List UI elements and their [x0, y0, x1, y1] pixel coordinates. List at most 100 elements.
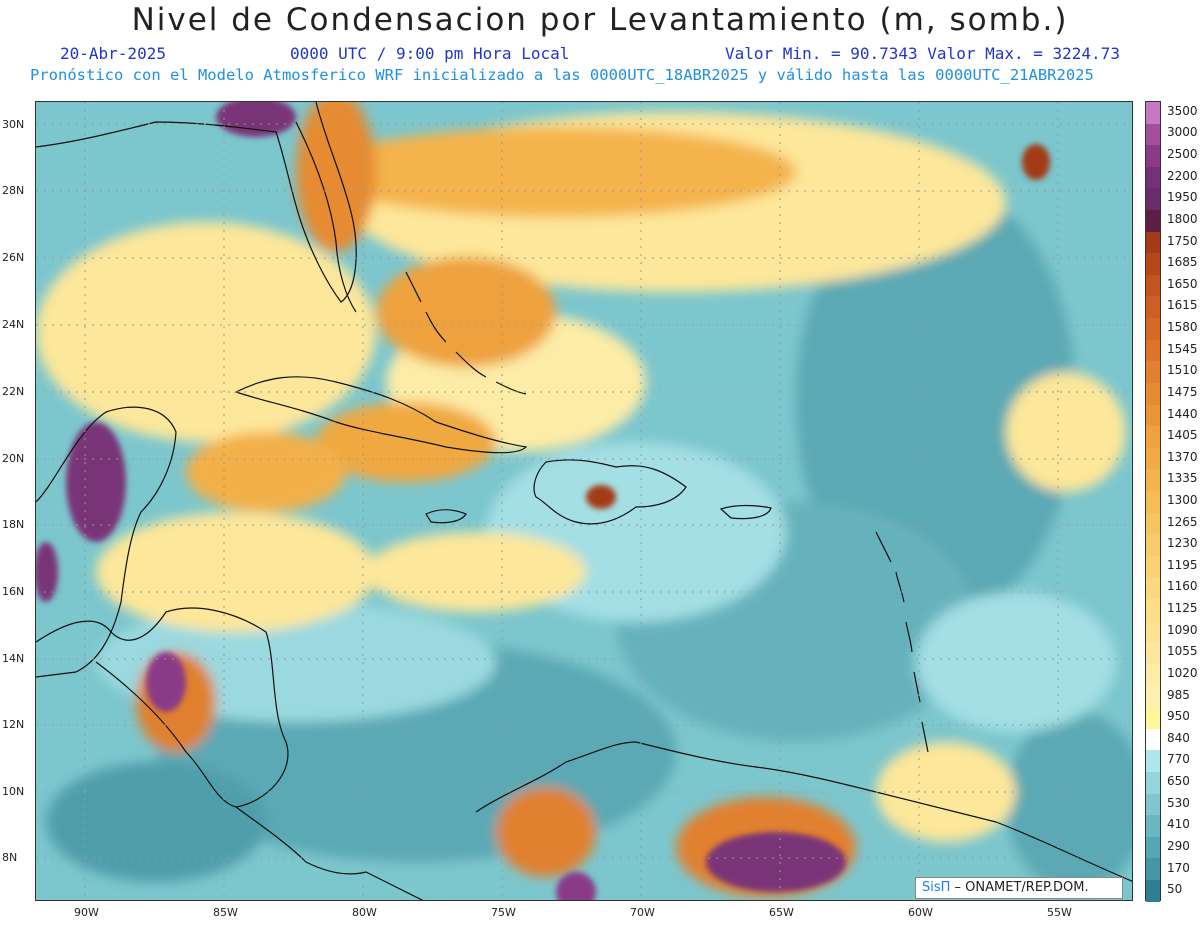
legend-label: 1510: [1167, 363, 1198, 378]
lon-label: 80W: [352, 906, 377, 919]
legend-swatch: [1146, 793, 1160, 816]
forecast-time: 0000 UTC / 9:00 pm Hora Local: [290, 44, 570, 63]
legend-swatch: [1146, 728, 1160, 751]
lat-label: 20N: [2, 452, 25, 465]
legend-swatch: [1146, 166, 1160, 189]
legend-label: 1615: [1167, 298, 1198, 313]
legend-label: 290: [1167, 838, 1190, 853]
lon-label: 90W: [74, 906, 99, 919]
legend-label: 985: [1167, 687, 1190, 702]
legend-label: 1230: [1167, 536, 1198, 551]
legend-swatch: [1146, 426, 1160, 448]
legend-swatch: [1146, 685, 1160, 708]
legend-label: 2200: [1167, 168, 1198, 183]
legend-swatch: [1146, 188, 1160, 211]
legend-label: 1950: [1167, 190, 1198, 205]
legend-swatch: [1146, 555, 1160, 578]
lon-label: 65W: [769, 906, 794, 919]
legend-label: 1125: [1167, 601, 1198, 616]
legend-label: 1685: [1167, 255, 1198, 270]
lat-label: 12N: [2, 718, 25, 731]
legend-label: 170: [1167, 860, 1190, 875]
legend-swatch: [1146, 231, 1160, 254]
legend-swatch: [1146, 274, 1160, 297]
legend-label: 530: [1167, 795, 1190, 810]
legend-label: 410: [1167, 817, 1190, 832]
legend-label: 650: [1167, 774, 1190, 789]
lat-label: 18N: [2, 518, 25, 531]
credit-text: – ONAMET/REP.DOM.: [950, 880, 1089, 895]
legend-label: 3500: [1167, 103, 1198, 118]
legend-swatch: [1146, 102, 1160, 124]
map-graphic: [36, 102, 1132, 900]
legend-swatch: [1146, 339, 1160, 362]
lat-label: 28N: [2, 184, 25, 197]
legend-label: 1545: [1167, 341, 1198, 356]
legend-swatch: [1146, 490, 1160, 513]
lat-label: 22N: [2, 385, 25, 398]
lat-label: 16N: [2, 585, 25, 598]
legend-swatch: [1146, 512, 1160, 535]
legend-label: 1475: [1167, 384, 1198, 399]
legend-swatch: [1146, 879, 1160, 902]
legend-label: 3000: [1167, 125, 1198, 140]
legend-swatch: [1146, 145, 1160, 167]
lon-label: 70W: [630, 906, 655, 919]
legend-label: 2500: [1167, 147, 1198, 162]
lat-label: 30N: [2, 118, 25, 131]
lon-label: 75W: [491, 906, 516, 919]
lon-label: 55W: [1047, 906, 1072, 919]
legend-swatch: [1146, 447, 1160, 470]
lon-label: 60W: [908, 906, 933, 919]
legend-swatch: [1146, 210, 1160, 232]
legend-swatch: [1146, 534, 1160, 556]
legend-swatch: [1146, 642, 1160, 664]
legend-label: 1300: [1167, 493, 1198, 507]
legend-swatch: [1146, 771, 1160, 794]
map-title: Nivel de Condensacion por Levantamiento …: [131, 2, 1069, 38]
legend-swatch: [1146, 620, 1160, 643]
color-legend: [1145, 101, 1161, 902]
field-peaks: [36, 102, 1050, 900]
graticule: [36, 102, 1132, 900]
legend-swatch: [1146, 296, 1160, 319]
legend-swatch: [1146, 123, 1160, 146]
legend-swatch: [1146, 836, 1160, 859]
legend-swatch: [1146, 404, 1160, 427]
legend-swatch: [1146, 858, 1160, 880]
legend-swatch: [1146, 577, 1160, 600]
legend-label: 840: [1167, 730, 1190, 745]
lat-label: 10N: [2, 785, 25, 798]
credit-brand: SisΠ: [922, 880, 951, 895]
legend-swatch: [1146, 469, 1160, 491]
legend-label: 1335: [1167, 471, 1198, 486]
legend-swatch: [1146, 599, 1160, 621]
legend-label: 1800: [1167, 211, 1198, 226]
legend-label: 950: [1167, 709, 1190, 724]
legend-label: 1650: [1167, 276, 1198, 291]
legend-label: 1090: [1167, 622, 1198, 637]
coastlines: [36, 102, 1132, 900]
lat-label: 24N: [2, 318, 25, 331]
lon-label: 85W: [213, 906, 238, 919]
field-shading: [36, 102, 1132, 897]
legend-label: 1440: [1167, 406, 1198, 421]
legend-label: 1160: [1167, 579, 1198, 594]
legend-swatch: [1146, 318, 1160, 340]
lat-label: 26N: [2, 251, 25, 264]
legend-label: 50: [1167, 882, 1183, 897]
legend-label: 1055: [1167, 644, 1198, 659]
legend-swatch: [1146, 815, 1160, 837]
lat-label: 8N: [2, 851, 18, 864]
legend-swatch: [1146, 361, 1160, 383]
legend-label: 1580: [1167, 320, 1198, 335]
legend-label: 1370: [1167, 449, 1198, 464]
legend-swatch: [1146, 750, 1160, 772]
legend-label: 1265: [1167, 514, 1198, 529]
forecast-date: 20-Abr-2025: [60, 44, 166, 63]
legend-label: 1405: [1167, 428, 1198, 443]
legend-swatch: [1146, 663, 1160, 686]
forecast-description: Pronóstico con el Modelo Atmosferico WRF…: [30, 66, 1094, 84]
legend-label: 1020: [1167, 665, 1198, 680]
map-panel: [35, 101, 1133, 901]
